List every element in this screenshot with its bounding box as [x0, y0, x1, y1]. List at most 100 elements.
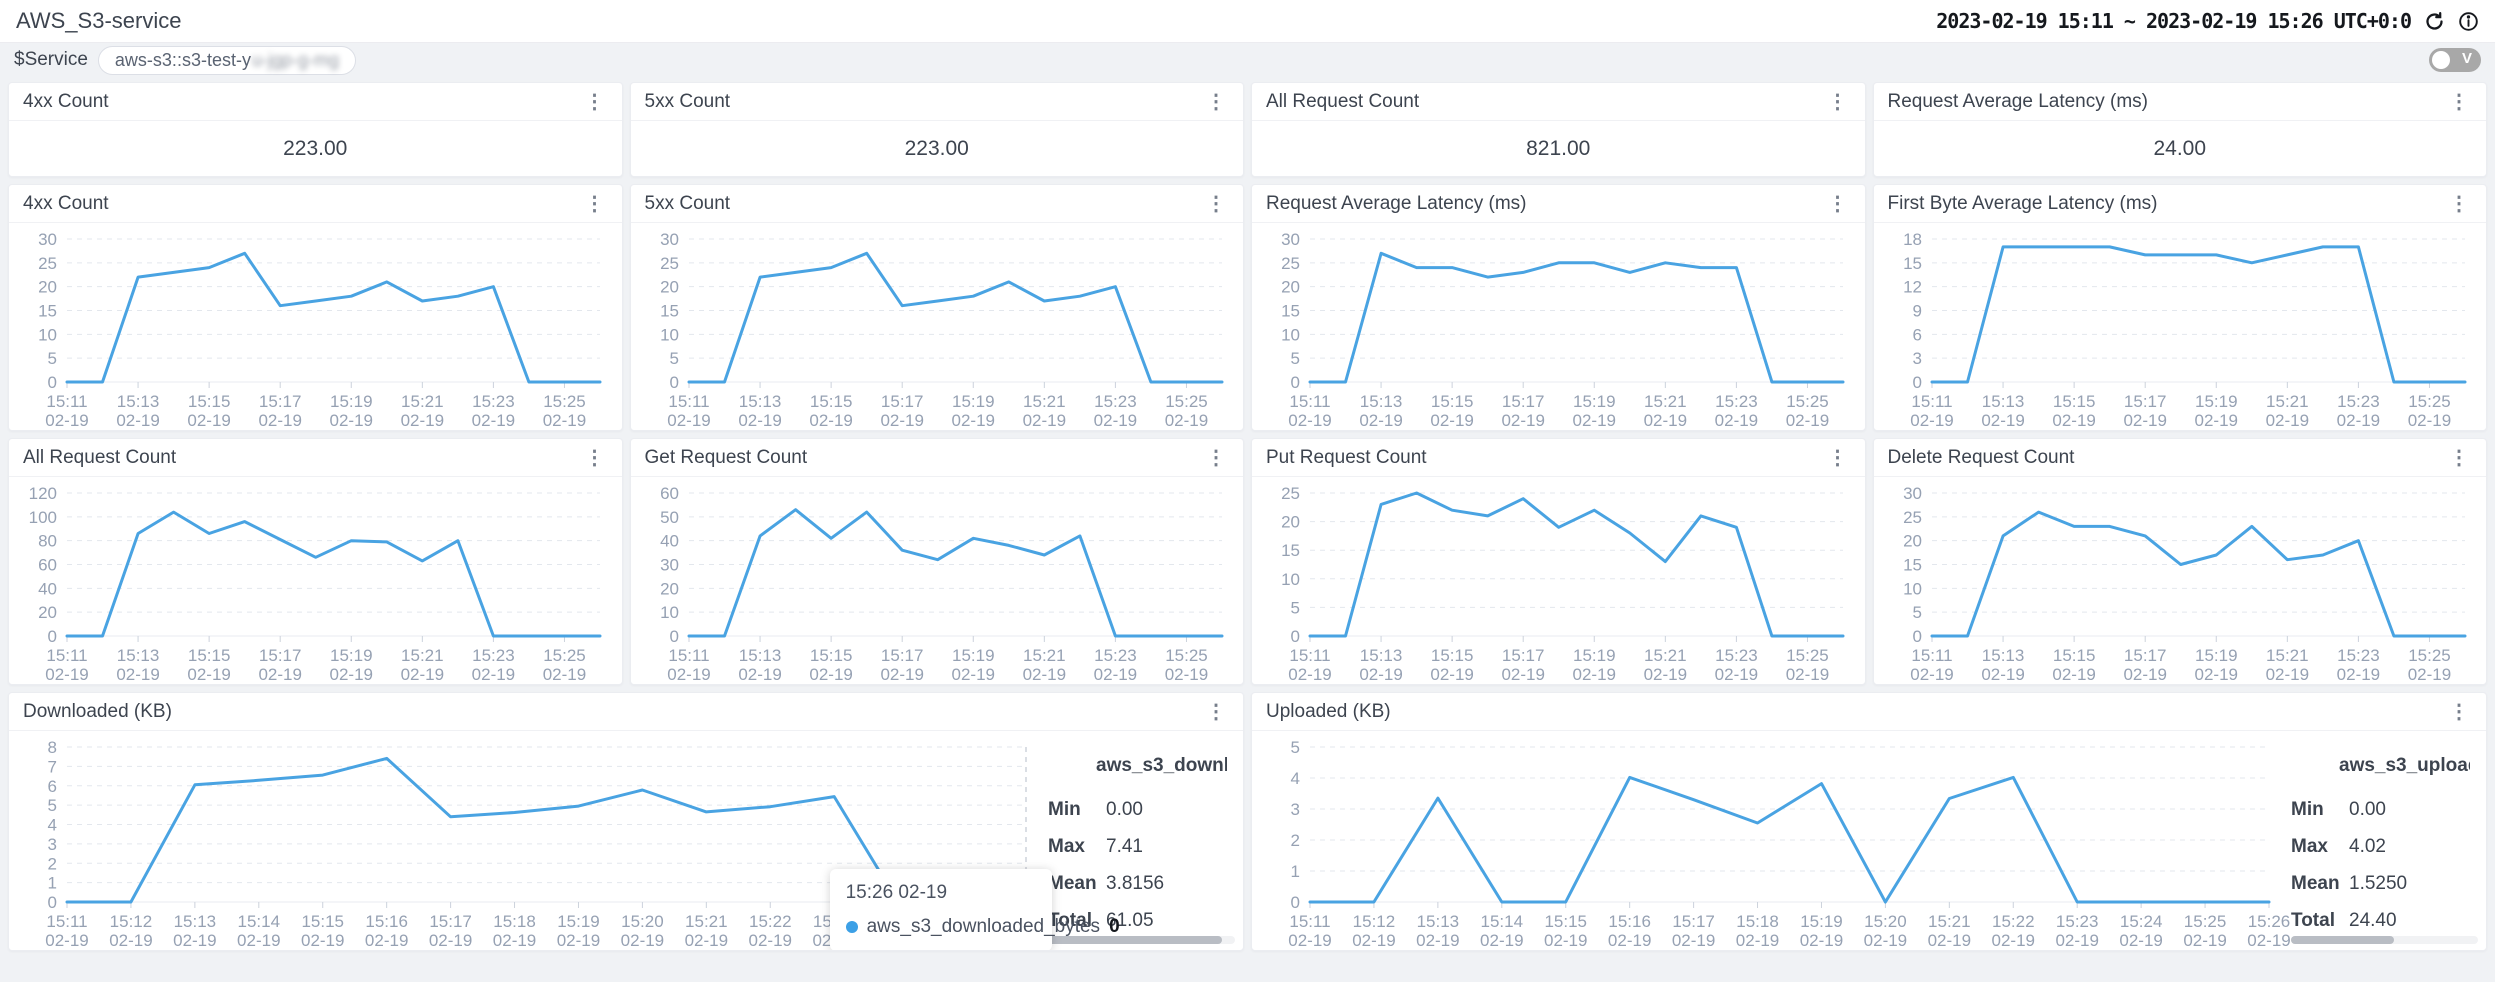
line-chart[interactable]: 0 5 10 15 20 25 30 15:11 02-19 15:13 02-19 15:15 02-… [1874, 477, 2487, 684]
svg-text:40: 40 [660, 532, 679, 551]
stat-value: 24.00 [2153, 136, 2207, 160]
panel-menu-button[interactable]: ⋮ [1206, 90, 1226, 113]
panel-menu-button[interactable]: ⋮ [584, 90, 605, 113]
panel-header: 5xx Count ⋮ [630, 83, 1243, 121]
panel-header: Delete Request Count ⋮ [1873, 439, 2486, 477]
chart-tooltip: 15:26 02-19 aws_s3_downloaded_bytes 0 [829, 868, 1120, 950]
panel-title: 5xx Count [644, 90, 731, 112]
svg-text:20: 20 [1903, 532, 1922, 551]
panel-title: Get Request Count [644, 446, 808, 468]
chart-panel: 5xx Count ⋮ 0 5 10 15 20 25 30 15:11 02-19 15:13 0… [629, 184, 1244, 431]
panel-body: 0 10 20 30 40 50 60 15:11 02-19 15:13 02-19 15:15 02… [631, 477, 1244, 684]
panel-menu-button[interactable]: ⋮ [2449, 90, 2469, 113]
panel-header: Request Average Latency (ms) ⋮ [1252, 185, 1865, 223]
panel-body: 0 5 10 15 20 25 30 15:11 02-19 15:13 02-19 15:15 02-… [1252, 223, 1865, 430]
horizontal-scrollbar[interactable] [2291, 936, 2478, 944]
service-input[interactable]: aws-s3::s3-test-y u-jgp-g-mg [97, 45, 356, 75]
panel-body: 0 5 10 15 20 25 15:11 02-19 15:13 02-19 15:15 02-19… [1252, 477, 1865, 684]
line-chart[interactable]: 0 5 10 15 20 25 30 15:11 02-19 15:13 02-19 15:15 02-… [631, 223, 1244, 430]
line-chart[interactable]: 0 10 20 30 40 50 60 15:11 02-19 15:13 02-19 15:15 02… [631, 477, 1244, 684]
svg-text:15: 15 [1903, 556, 1922, 575]
svg-text:10: 10 [1281, 325, 1300, 344]
chart-panel: Get Request Count ⋮ 0 10 20 30 40 50 60 15:11 02… [629, 438, 1244, 685]
series-dot-icon [845, 920, 858, 933]
panel-menu-button[interactable]: ⋮ [1827, 192, 1848, 215]
svg-text:0: 0 [1912, 627, 1921, 646]
scrollbar-thumb[interactable] [1048, 936, 1222, 944]
panel-title: Put Request Count [1266, 446, 1427, 468]
view-mode-toggle[interactable]: V [2429, 48, 2481, 72]
stat-value: 24.40 [2349, 910, 2397, 931]
refresh-icon[interactable] [2424, 11, 2445, 32]
svg-text:4: 4 [1291, 769, 1300, 788]
stat-label: Total [1048, 910, 1092, 931]
svg-text:3: 3 [1912, 349, 1921, 368]
line-chart[interactable]: 0 5 10 15 20 25 30 15:11 02-19 15:13 02-19 15:15 02-… [1252, 223, 1865, 430]
panel-title: All Request Count [23, 446, 177, 468]
panel-menu-button[interactable]: ⋮ [2449, 192, 2469, 215]
info-icon[interactable] [2458, 11, 2479, 32]
line-chart[interactable]: 0 5 10 15 20 25 30 15:11 02-19 15:13 02-19 15:15 02-… [9, 223, 622, 430]
line-chart[interactable]: 0 1 2 3 4 5 15:11 02-19 15:12 02-19 15:13 02-19 15:1… [1252, 731, 2291, 950]
stat-value: 821.00 [1526, 136, 1591, 160]
panel-menu-button[interactable]: ⋮ [1206, 446, 1226, 469]
stat-row: Max 7.41 [1048, 836, 1227, 858]
stat-value: 1.5250 [2349, 873, 2408, 894]
line-chart[interactable]: 0 3 6 9 12 15 18 15:11 02-19 15:13 02-19 15:15 02-19… [1874, 223, 2487, 430]
panel-menu-button[interactable]: ⋮ [1827, 90, 1848, 113]
panel-menu-button[interactable]: ⋮ [1206, 700, 1226, 723]
svg-text:20: 20 [38, 603, 57, 622]
svg-text:0: 0 [669, 373, 678, 392]
svg-text:20: 20 [660, 278, 679, 297]
svg-text:10: 10 [1281, 570, 1300, 589]
panel-menu-button[interactable]: ⋮ [1206, 192, 1226, 215]
panel-menu-button[interactable]: ⋮ [2449, 446, 2469, 469]
stat-row: Min 0.00 [1048, 799, 1227, 821]
panel-menu-button[interactable]: ⋮ [584, 446, 605, 469]
svg-text:2: 2 [1291, 831, 1300, 850]
scrollbar-thumb[interactable] [2291, 936, 2394, 944]
svg-text:60: 60 [38, 556, 57, 575]
charts-row-2: All Request Count ⋮ 0 20 40 60 80 100 120 15:11… [8, 438, 2487, 685]
toggle-knob [2432, 51, 2450, 69]
svg-text:6: 6 [1912, 325, 1921, 344]
stat-value: 0.00 [2349, 799, 2386, 820]
svg-text:30: 30 [1903, 484, 1922, 503]
panel-header: Put Request Count ⋮ [1252, 439, 1865, 477]
panel-menu-button[interactable]: ⋮ [2449, 700, 2469, 723]
line-chart[interactable]: 0 20 40 60 80 100 120 15:11 02-19 15:13 02-19 15:15… [9, 477, 622, 684]
line-chart[interactable]: 0 5 10 15 20 25 15:11 02-19 15:13 02-19 15:15 02-19… [1252, 477, 1865, 684]
panel-header: First Byte Average Latency (ms) ⋮ [1873, 185, 2486, 223]
tooltip-series-name: aws_s3_downloaded_bytes [866, 915, 1101, 937]
panel-menu-button[interactable]: ⋮ [1827, 446, 1848, 469]
panel-menu-button[interactable]: ⋮ [584, 192, 605, 215]
stat-value: 3.8156 [1106, 873, 1165, 894]
stat-label: Mean [1048, 873, 1097, 894]
panel-header: All Request Count ⋮ [9, 439, 622, 477]
svg-text:15: 15 [660, 302, 679, 321]
svg-text:25: 25 [38, 254, 57, 273]
horizontal-scrollbar[interactable] [1048, 936, 1235, 944]
series-stats-table: aws_s3_uploaded Min 0.00 Max 4.02 Mean 1.5250… [2291, 731, 2486, 950]
svg-text:0: 0 [48, 627, 57, 646]
